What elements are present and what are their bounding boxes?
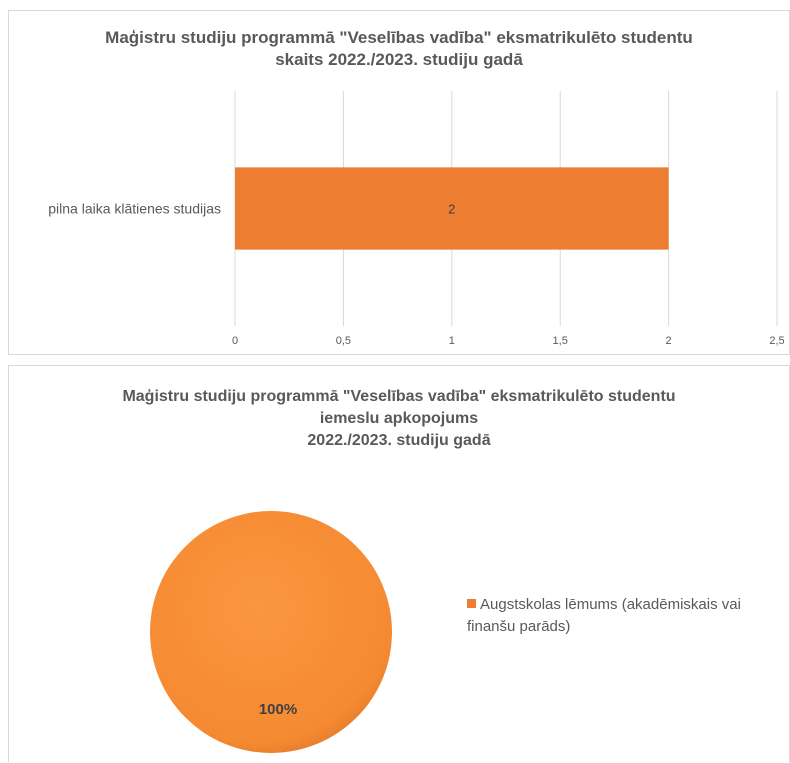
pie-chart: 100% [150,511,392,753]
x-tick-label: 1,5 [553,335,568,347]
x-tick-label: 0,5 [336,335,351,347]
pie-chart-title-line-1: Maģistru studiju programmā "Veselības va… [122,388,676,405]
pie-data-label: 100% [259,701,297,718]
pie-chart-panel: Maģistru studiju programmā "Veselības va… [8,365,790,762]
pie-chart-title-line-3: 2022./2023. studiju gadā [307,432,491,449]
bar-chart-panel: Maģistru studiju programmā "Veselības va… [8,10,790,355]
x-tick-label: 2 [666,335,672,347]
x-tick-label: 1 [449,335,455,347]
pie-chart-title-line-2: iemeslu apkopojums [319,410,479,427]
bar-chart: 0 0,5 1 1,5 2 2,5 2 pilna laika klātienes studi… [48,91,785,347]
pie-slice [150,511,392,753]
bar [235,167,669,250]
legend-swatch [467,599,476,608]
bar-chart-title-line-1: Maģistru studiju programmā "Veselības va… [105,28,693,47]
pie-chart-title: Maģistru studiju programmā "Veselības va… [9,386,789,452]
bar-data-label: 2 [448,202,455,217]
legend-label: Augstskolas lēmums (akadēmiskais vai fin… [467,596,741,635]
x-tick-label: 2,5 [769,335,784,347]
bar-chart-title: Maģistru studiju programmā "Veselības va… [9,27,789,71]
pie-legend: Augstskolas lēmums (akadēmiskais vai fin… [467,594,767,638]
category-label: pilna laika klātienes studijas [48,201,221,217]
x-tick-label: 0 [232,335,238,347]
bar-chart-title-line-2: skaits 2022./2023. studiju gadā [275,50,523,69]
